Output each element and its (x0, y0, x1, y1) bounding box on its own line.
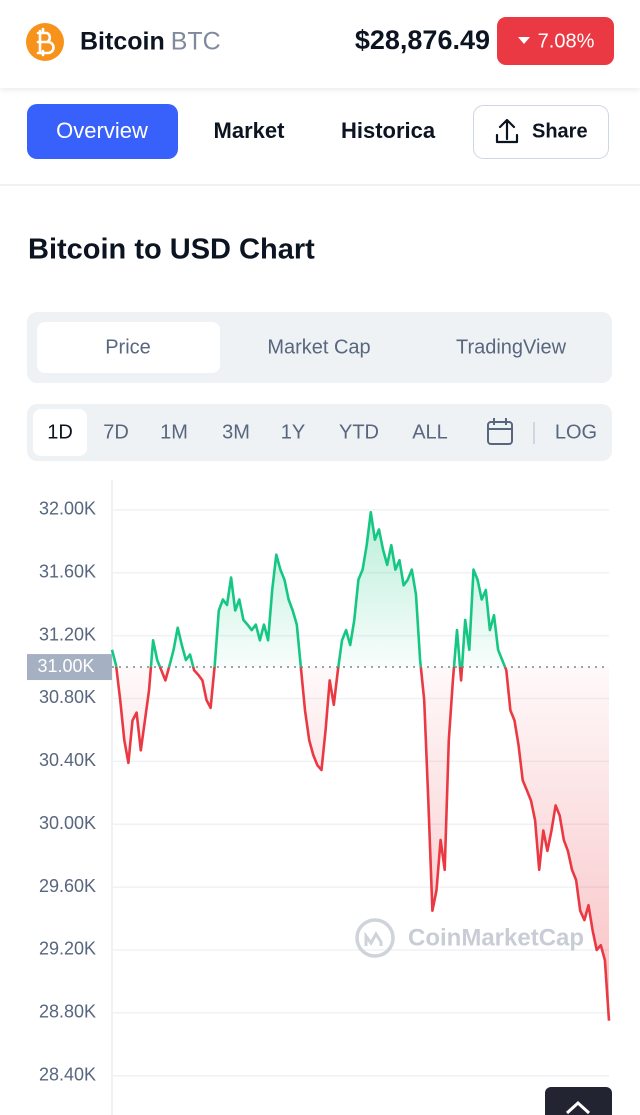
chevron-up (565, 1100, 591, 1115)
coin-symbol: BTC (171, 28, 221, 56)
price-line (110, 510, 611, 1021)
range-option[interactable]: 3M (222, 421, 250, 443)
segment-price[interactable]: Price (105, 336, 151, 358)
y-tick-label: 32.00K (39, 499, 96, 519)
share-button[interactable] (473, 105, 609, 159)
tab-active[interactable] (27, 104, 178, 159)
y-tick-label: 30.80K (39, 687, 96, 707)
chart-title: Bitcoin to USD Chart (28, 234, 315, 266)
reference-label: 31.00K (37, 656, 94, 676)
y-tick-label: 28.80K (39, 1002, 96, 1022)
y-tick-label: 28.40K (39, 1064, 96, 1084)
reference-badge (27, 654, 112, 681)
y-tick-label: 29.60K (39, 876, 96, 896)
price: $28,876.49 (355, 25, 490, 55)
range-option[interactable]: 7D (103, 421, 129, 443)
range-option[interactable]: YTD (339, 421, 379, 443)
range-option[interactable]: ALL (412, 421, 448, 443)
segment-market-cap[interactable]: Market Cap (267, 336, 370, 358)
watermark-logo (355, 918, 395, 958)
down-arrow (518, 37, 530, 44)
tab-market[interactable]: Market (214, 118, 286, 143)
coin-glyph (36, 27, 55, 57)
range-option[interactable]: 1Y (281, 421, 305, 443)
segment-active[interactable] (37, 322, 220, 373)
y-tick-label: 31.60K (39, 561, 96, 581)
range-option[interactable]: 1D (47, 421, 73, 443)
price-area (112, 512, 609, 1021)
y-tick-label: 31.20K (39, 624, 96, 644)
change-badge (497, 17, 614, 65)
y-tick-label: 30.00K (39, 813, 96, 833)
y-tick-label: 30.40K (39, 750, 96, 770)
watermark: CoinMarketCap (408, 924, 584, 951)
range-option[interactable]: 1M (160, 421, 188, 443)
calendar-detail (488, 418, 512, 430)
change-text: 7.08% (538, 30, 595, 52)
share-label[interactable]: Share (532, 120, 588, 142)
tab-historical[interactable]: Historica (341, 118, 436, 143)
range-box (27, 404, 612, 461)
coin-name: Bitcoin (80, 28, 165, 56)
scroll-top-button[interactable] (545, 1087, 612, 1115)
y-tick-label: 29.20K (39, 939, 96, 959)
tab-overview[interactable]: Overview (56, 118, 148, 143)
calendar-icon[interactable] (487, 421, 513, 445)
share-icon (495, 118, 519, 144)
log-toggle[interactable]: LOG (555, 421, 597, 443)
range-active[interactable] (33, 409, 87, 456)
watermark-logo-m (364, 931, 383, 946)
segment-tradingview[interactable]: TradingView (456, 336, 567, 358)
